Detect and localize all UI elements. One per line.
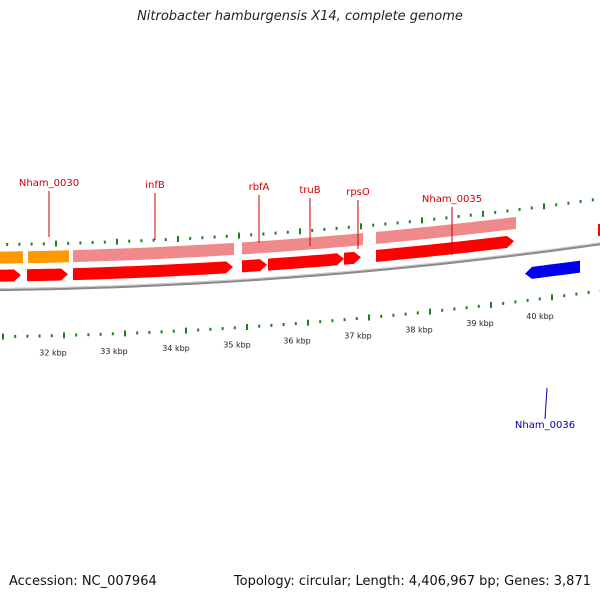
cds-truB-upper [268,234,346,253]
backbone-line [0,242,600,292]
map-title: Nitrobacter hamburgensis X14, complete g… [137,9,463,24]
accession-text: Accession: NC_007964 [9,574,157,589]
cds-rbfA-upper [242,240,268,255]
leader-line [544,387,548,420]
gene-label-Nham_0035: Nham_0035 [422,194,482,205]
cds-infB [73,261,233,281]
feature-track [0,216,600,282]
scale-label: 33 kbp [100,347,128,356]
scale-label: 34 kbp [162,344,190,353]
gene-label-rbfA: rbfA [249,182,270,193]
cds-Nham_0030 [27,268,68,282]
genome-summary-text: Topology: circular; Length: 4,406,967 bp… [233,574,591,589]
cds-forward-left [0,269,21,282]
cds-rbfA [242,259,267,273]
cds-Nham_0036 [525,260,580,279]
scale-label: 36 kbp [283,337,311,346]
scale-label: 32 kbp [39,349,67,358]
scale-label-group: 32 kbp 33 kbp 34 kbp 35 kbp 36 kbp 37 kbp 38 k… [39,312,554,358]
genome-backbone [0,242,600,292]
cds-infB-upper [73,242,234,263]
cds-orange-upper-left [0,251,23,264]
cds-Nham_0035 [376,236,514,262]
gene-label-Nham_0036: Nham_0036 [515,420,575,431]
cds-truB [268,253,344,271]
scale-label: 40 kbp [526,312,554,321]
cds-orange-upper [28,250,69,264]
cds-rpsO [344,251,361,265]
scale-label: 39 kbp [466,319,494,328]
scale-label: 37 kbp [344,332,372,341]
gene-label-Nham_0030: Nham_0030 [19,178,79,189]
gene-label-rpsO: rpsO [346,187,370,198]
gene-label-infB: infB [145,180,165,191]
scale-label: 38 kbp [405,326,433,335]
scale-label: 35 kbp [223,341,251,350]
cds-Nham_0035-upper [376,216,516,244]
cds-rpsO-upper [346,233,363,247]
inner-tick-ring [2,289,600,340]
gene-label-group: Nham_0030 infB rbfA truB rpsO Nham_0035 Nham_0… [19,178,575,431]
outer-tick-ring [6,198,594,247]
backbone-highlight [0,242,600,290]
gene-label-truB: truB [299,185,320,196]
